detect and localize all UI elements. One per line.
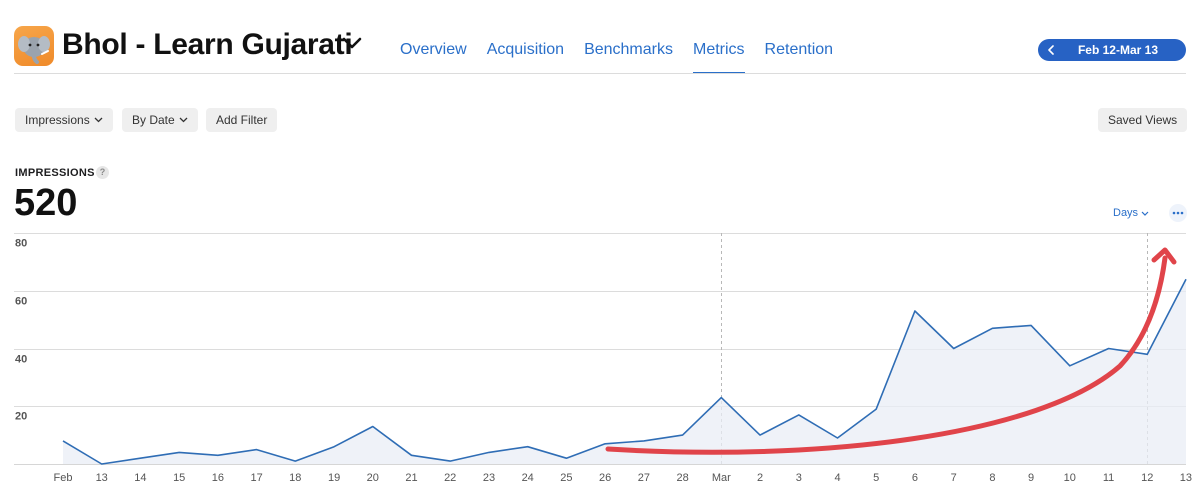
x-tick-label: 13 [96,472,108,484]
x-tick-label: 9 [1028,472,1034,484]
by-date-dropdown[interactable]: By Date [122,108,198,132]
chevron-left-icon[interactable] [1038,39,1064,61]
x-tick-label: 7 [951,472,957,484]
trend-arrowhead [1151,247,1177,265]
x-tick-label: 23 [483,472,495,484]
x-tick-label: 22 [444,472,456,484]
metric-label: IMPRESSIONS [15,167,95,179]
by-date-dropdown-label: By Date [132,113,175,127]
nav-tabs: Overview Acquisition Benchmarks Metrics … [400,41,833,74]
x-tick-label: 8 [989,472,995,484]
series-area [63,279,1186,464]
x-tick-label: 27 [638,472,650,484]
tab-retention[interactable]: Retention [764,41,834,58]
x-tick-label: 13 [1180,472,1192,484]
tab-metrics[interactable]: Metrics [692,41,745,74]
x-tick-label: 3 [796,472,802,484]
x-tick-label: 17 [250,472,262,484]
x-tick-label: 14 [134,472,146,484]
impressions-dropdown-label: Impressions [25,113,90,127]
chevron-down-icon [94,117,103,123]
x-tick-label: Feb [54,472,73,484]
tab-acquisition[interactable]: Acquisition [486,41,565,58]
chevron-down-icon[interactable] [342,36,362,50]
header-divider [14,73,1186,74]
add-filter-button[interactable]: Add Filter [206,108,278,132]
x-tick-label: 5 [873,472,879,484]
x-tick-label: 16 [212,472,224,484]
y-tick-label: 80 [15,238,27,250]
y-tick-label: 20 [15,411,27,423]
app-icon [14,26,54,66]
x-tick-label: 11 [1103,472,1114,484]
date-range-label: Feb 12-Mar 13 [1077,43,1159,57]
x-tick-label: 24 [522,472,534,484]
x-tick-label: 2 [757,472,763,484]
metric-value: 520 [14,182,78,224]
trend-arrow [605,255,1168,455]
ellipsis-icon [1172,211,1184,215]
tab-overview[interactable]: Overview [400,41,467,58]
app-title: Bhol - Learn Gujarati [62,28,353,61]
more-options-button[interactable] [1169,204,1187,222]
x-tick-label: 18 [289,472,301,484]
series-line [62,278,1187,465]
impressions-dropdown[interactable]: Impressions [15,108,113,132]
x-tick-label: 4 [834,472,840,484]
x-tick-label: 15 [173,472,185,484]
granularity-label: Days [1113,207,1139,219]
add-filter-label: Add Filter [216,113,268,127]
help-icon[interactable]: ? [96,166,109,179]
x-tick-label: 26 [599,472,611,484]
x-tick-label: Mar [712,472,731,484]
x-tick-label: 20 [367,472,379,484]
y-tick-label: 60 [15,296,27,308]
x-tick-label: 10 [1064,472,1076,484]
y-tick-label: 40 [15,354,27,366]
chevron-down-icon [179,117,188,123]
x-tick-label: 28 [676,472,688,484]
granularity-dropdown[interactable]: Days [1113,207,1149,219]
x-tick-label: 12 [1141,472,1153,484]
saved-views-button[interactable]: Saved Views [1098,108,1188,132]
x-tick-label: 6 [912,472,918,484]
x-tick-label: 25 [560,472,572,484]
x-tick-label: 19 [328,472,340,484]
tab-benchmarks[interactable]: Benchmarks [584,41,673,58]
chevron-down-icon [1141,211,1149,216]
date-range-button[interactable]: Feb 12-Mar 13 [1038,39,1186,61]
x-tick-label: 21 [405,472,417,484]
saved-views-label: Saved Views [1108,113,1178,127]
